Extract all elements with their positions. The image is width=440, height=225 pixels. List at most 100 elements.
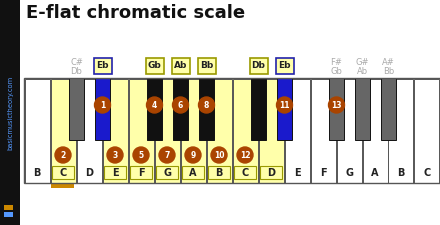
Bar (130, 166, 152, 179)
Text: 13: 13 (331, 101, 342, 110)
Bar (363, 79, 388, 182)
Bar (199, 78, 214, 140)
Text: 12: 12 (240, 151, 250, 160)
Bar (337, 79, 362, 182)
Text: Db: Db (70, 67, 82, 76)
Text: A: A (371, 168, 379, 178)
Text: Bb: Bb (383, 67, 394, 76)
Text: F#: F# (330, 58, 342, 67)
Text: G: G (345, 168, 353, 178)
Circle shape (159, 147, 175, 163)
FancyBboxPatch shape (249, 58, 268, 74)
Text: B: B (33, 168, 40, 178)
Bar (285, 79, 309, 182)
Bar (277, 78, 292, 140)
Bar (234, 166, 256, 179)
Text: E: E (112, 168, 118, 178)
Circle shape (276, 97, 293, 113)
FancyBboxPatch shape (172, 58, 190, 74)
Circle shape (172, 97, 188, 113)
Text: F: F (320, 168, 326, 178)
Text: 10: 10 (214, 151, 224, 160)
FancyBboxPatch shape (146, 58, 164, 74)
Bar (381, 78, 396, 140)
Text: C: C (59, 168, 66, 178)
Circle shape (147, 97, 162, 113)
Circle shape (107, 147, 123, 163)
Text: 7: 7 (164, 151, 170, 160)
Circle shape (237, 147, 253, 163)
Bar (232, 79, 257, 182)
Text: B: B (215, 168, 223, 178)
Text: G: G (163, 168, 171, 178)
Bar (156, 166, 178, 179)
Text: 6: 6 (178, 101, 183, 110)
Bar (311, 79, 335, 182)
Bar (95, 78, 110, 140)
Text: B: B (397, 168, 405, 178)
Bar (4, 212, 13, 217)
Bar (259, 79, 283, 182)
Text: Bb: Bb (200, 61, 213, 70)
Circle shape (55, 147, 71, 163)
Text: C#: C# (70, 58, 83, 67)
Text: 5: 5 (139, 151, 143, 160)
Text: D: D (85, 168, 93, 178)
Text: E: E (293, 168, 301, 178)
Bar (180, 79, 205, 182)
Circle shape (329, 97, 345, 113)
Bar (208, 166, 230, 179)
Text: Gb: Gb (330, 67, 342, 76)
Text: A: A (189, 168, 197, 178)
Text: 3: 3 (112, 151, 117, 160)
Bar (206, 79, 231, 182)
Bar (329, 78, 344, 140)
Text: basicmusictheory.com: basicmusictheory.com (7, 75, 13, 150)
Bar (251, 78, 266, 140)
Text: G#: G# (356, 58, 369, 67)
Text: 2: 2 (60, 151, 66, 160)
Text: E-flat chromatic scale: E-flat chromatic scale (26, 4, 245, 22)
Text: Ab: Ab (174, 61, 187, 70)
Text: A#: A# (382, 58, 395, 67)
Bar (355, 78, 370, 140)
Bar (103, 79, 128, 182)
Bar (0, 0, 20, 225)
Text: F: F (138, 168, 144, 178)
Bar (414, 79, 440, 182)
Bar (4, 205, 13, 210)
Bar (147, 78, 162, 140)
FancyBboxPatch shape (94, 58, 111, 74)
Bar (51, 184, 74, 188)
Text: D: D (267, 168, 275, 178)
Text: Eb: Eb (278, 61, 291, 70)
Bar (25, 79, 50, 182)
Circle shape (133, 147, 149, 163)
Text: 11: 11 (279, 101, 290, 110)
Bar (260, 166, 282, 179)
Bar (52, 166, 74, 179)
Bar (389, 79, 414, 182)
Circle shape (185, 147, 201, 163)
Bar (128, 79, 154, 182)
Bar (69, 78, 84, 140)
Circle shape (211, 147, 227, 163)
Bar (77, 79, 102, 182)
Bar (173, 78, 188, 140)
Text: 8: 8 (204, 101, 209, 110)
Bar (182, 166, 204, 179)
Text: C: C (423, 168, 431, 178)
FancyBboxPatch shape (198, 58, 216, 74)
Bar (51, 79, 76, 182)
Circle shape (198, 97, 215, 113)
Bar (104, 166, 126, 179)
Text: Db: Db (252, 61, 265, 70)
FancyBboxPatch shape (275, 58, 293, 74)
Text: Ab: Ab (357, 67, 368, 76)
Text: 4: 4 (152, 101, 157, 110)
Text: 1: 1 (100, 101, 105, 110)
Bar (24, 78, 440, 183)
Text: C: C (242, 168, 249, 178)
Circle shape (95, 97, 110, 113)
Text: 9: 9 (191, 151, 196, 160)
